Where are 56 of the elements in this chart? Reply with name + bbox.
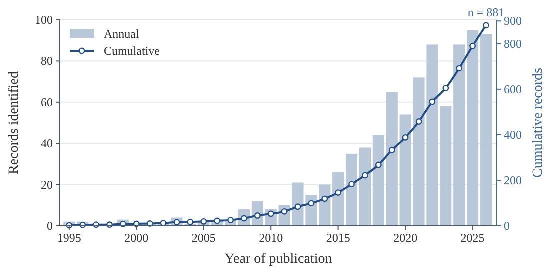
point <box>375 162 382 168</box>
x-tick-label: 2000 <box>124 231 149 245</box>
bar <box>480 34 492 226</box>
y2-tick-label: 800 <box>504 36 522 51</box>
point <box>456 65 463 72</box>
y-tick-label: 0 <box>47 219 53 233</box>
x-tick-label: 1995 <box>57 231 82 245</box>
point <box>308 200 315 207</box>
x-tick-label: 2020 <box>394 231 418 245</box>
x-axis-title: Year of publication <box>224 252 332 267</box>
bar <box>319 184 331 226</box>
point <box>429 98 436 106</box>
point <box>322 196 328 202</box>
point <box>362 172 368 179</box>
y2-tick-label: 200 <box>504 173 522 188</box>
bar <box>346 154 358 226</box>
bar <box>332 172 344 226</box>
point <box>388 147 396 154</box>
y2-tick-label: 900 <box>504 14 522 28</box>
point <box>200 218 208 225</box>
text: n = 881 <box>468 5 505 20</box>
point <box>228 217 234 224</box>
x-tick-label: 2025 <box>460 231 485 245</box>
point <box>348 181 355 188</box>
y2-tick-label: 400 <box>504 128 522 142</box>
point <box>335 190 342 196</box>
bar <box>467 30 479 226</box>
y-tick-label: 80 <box>41 54 53 68</box>
x-tick-label: 2005 <box>192 231 216 245</box>
legend-label: Cumulative <box>104 44 160 58</box>
y-axis-title: Records identified <box>7 71 22 175</box>
bar <box>359 148 372 226</box>
bar <box>386 92 398 226</box>
x-tick-label: 2010 <box>259 231 284 245</box>
point <box>281 208 288 215</box>
y-tick-label: 60 <box>41 95 53 110</box>
y2-tick-label: 0 <box>504 219 510 233</box>
x-tick-label: 2015 <box>326 231 350 245</box>
point <box>442 85 450 92</box>
point <box>294 204 302 210</box>
legend-label: Annual <box>104 27 140 41</box>
y2-tick-label: 600 <box>504 82 522 96</box>
bar <box>372 135 384 226</box>
y-tick-label: 40 <box>41 136 53 151</box>
bar <box>440 106 452 226</box>
point <box>160 220 167 226</box>
bar <box>454 44 466 226</box>
point <box>214 218 221 224</box>
y2-axis-title: Cumulative records <box>531 68 546 178</box>
y-tick-label: 20 <box>41 178 53 192</box>
point <box>470 42 476 50</box>
point <box>402 134 409 141</box>
point <box>187 218 194 226</box>
y-tick-label: 100 <box>35 13 53 27</box>
point <box>483 22 490 29</box>
point <box>416 118 422 125</box>
